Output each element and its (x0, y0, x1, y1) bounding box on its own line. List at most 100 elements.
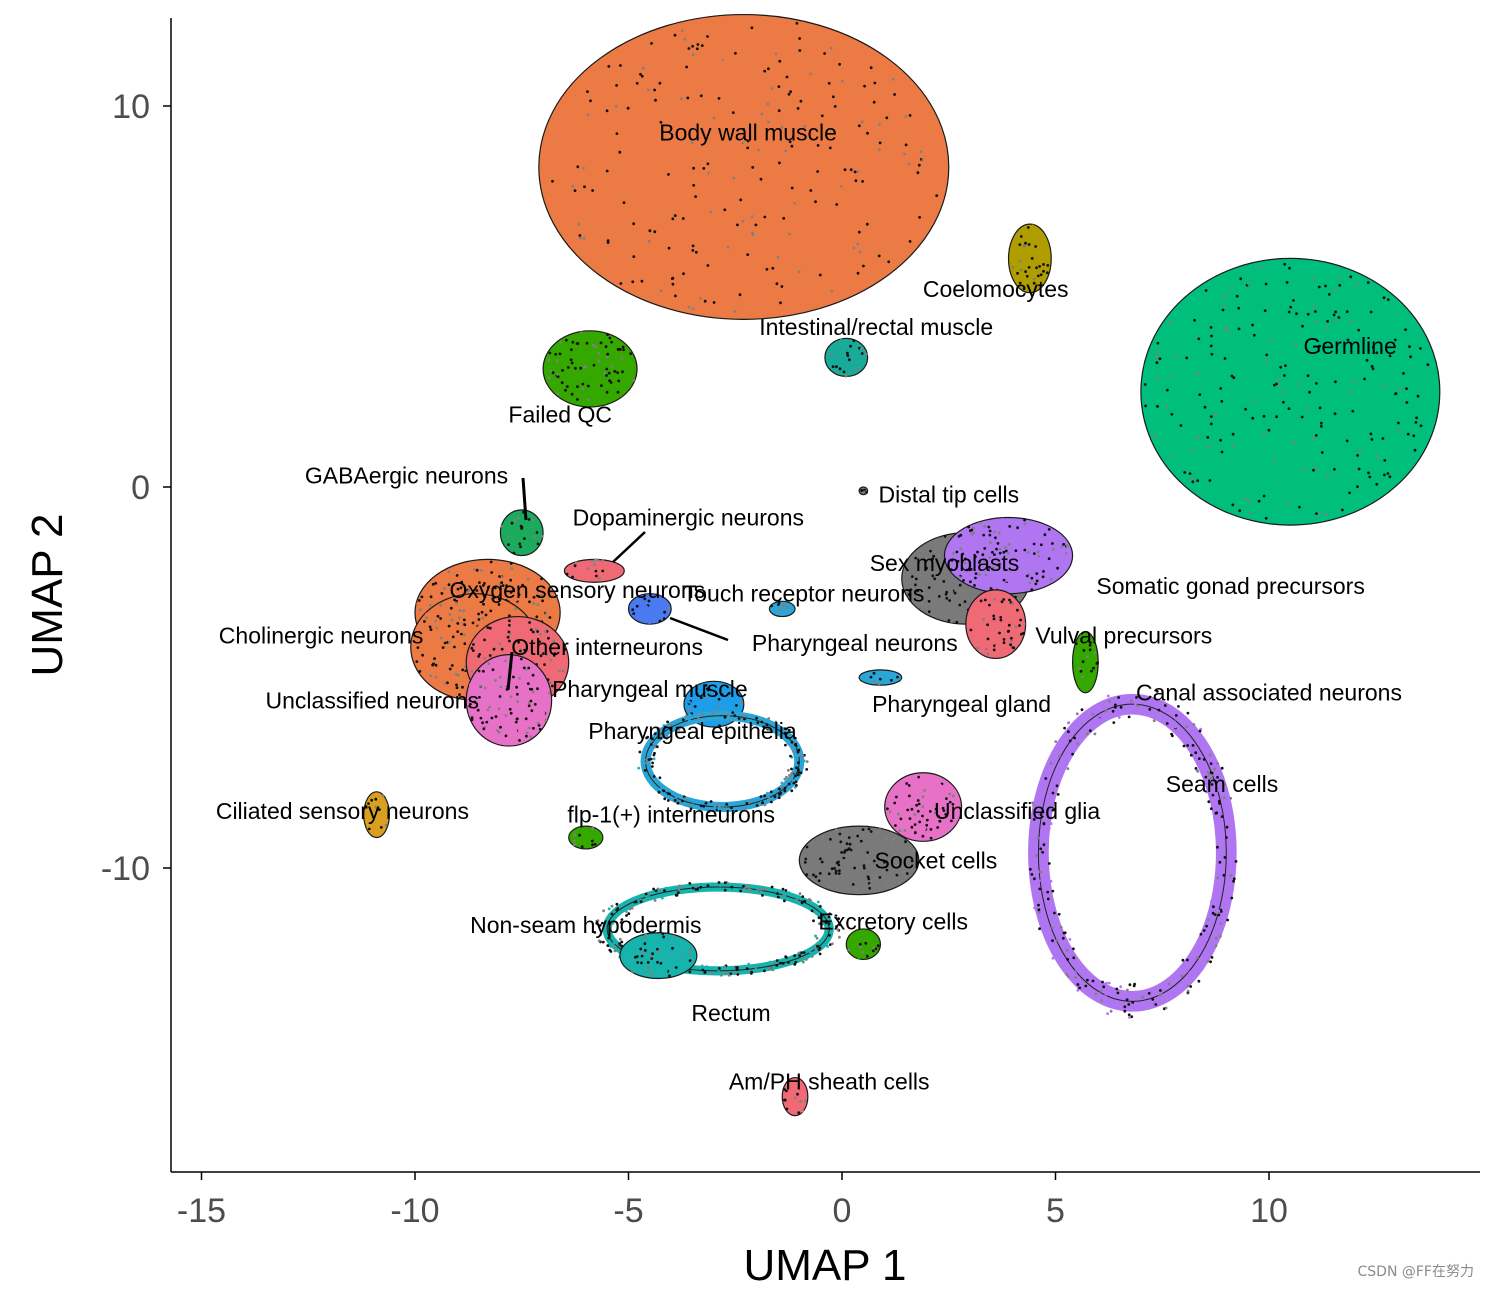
data-point (1368, 475, 1372, 479)
data-point (457, 599, 461, 603)
data-point (897, 881, 901, 885)
data-point (606, 333, 609, 336)
data-point (772, 961, 776, 965)
data-point (972, 531, 975, 535)
data-point (893, 93, 896, 96)
data-point (1049, 761, 1053, 765)
data-point (635, 81, 639, 85)
data-point (458, 597, 462, 601)
data-point (570, 392, 574, 396)
data-point (780, 125, 784, 129)
data-point (939, 784, 943, 787)
data-point (489, 609, 493, 613)
data-point (1079, 669, 1083, 673)
data-point (884, 881, 888, 884)
data-point (1216, 775, 1219, 779)
data-point (938, 550, 942, 554)
cluster-gabaergic-neurons (499, 509, 544, 557)
cluster-label-unclassified-glia: Unclassified glia (934, 798, 1100, 824)
data-point (816, 144, 820, 147)
data-point (616, 390, 620, 394)
data-point (718, 805, 721, 808)
data-point (452, 672, 455, 676)
data-point (1238, 509, 1242, 513)
cluster-label-socket-cells: Socket cells (875, 847, 998, 873)
data-point (1091, 712, 1095, 716)
data-point (862, 866, 866, 870)
data-point (1049, 822, 1053, 826)
data-point (1248, 471, 1252, 475)
data-point (1206, 770, 1210, 774)
data-point (1332, 313, 1336, 317)
data-point (860, 878, 863, 881)
data-point (637, 766, 641, 770)
label-leader-lines (506, 477, 729, 691)
data-point (1073, 736, 1076, 740)
data-point (821, 835, 825, 839)
data-point (838, 367, 842, 371)
data-point (692, 183, 696, 187)
data-point (639, 900, 643, 903)
cluster-label-pharyngeal-epithelia: Pharyngeal epithelia (588, 718, 797, 744)
data-point (1375, 351, 1379, 355)
data-point (1076, 742, 1080, 745)
data-point (1093, 651, 1097, 655)
data-point (783, 899, 786, 903)
data-point (582, 166, 585, 170)
data-point (516, 700, 519, 703)
data-point (907, 162, 911, 166)
data-point (1207, 444, 1211, 448)
data-point (793, 736, 797, 740)
data-point (662, 789, 665, 793)
data-point (1156, 341, 1160, 345)
data-point (955, 588, 959, 592)
data-point (574, 561, 578, 564)
data-point (592, 343, 595, 347)
data-point (1230, 896, 1234, 900)
y-tick-label: -10 (101, 850, 150, 888)
data-point (1337, 443, 1341, 447)
data-point (784, 606, 788, 610)
cluster-touch-receptor-neurons (627, 593, 672, 625)
data-point (1204, 775, 1208, 779)
data-point (528, 600, 531, 604)
data-point (1058, 754, 1061, 758)
data-point (1370, 365, 1374, 368)
data-point (838, 923, 842, 927)
data-point (1133, 702, 1137, 706)
data-point (977, 644, 981, 647)
data-point (1022, 244, 1026, 248)
data-point (1213, 767, 1216, 771)
data-point (1048, 910, 1051, 914)
data-point (925, 823, 929, 827)
data-point (1247, 282, 1251, 286)
data-point (1133, 982, 1136, 986)
data-point (1011, 265, 1015, 269)
data-point (1115, 987, 1119, 991)
data-point (903, 152, 906, 156)
data-point (1256, 511, 1260, 515)
data-point (789, 90, 792, 94)
data-point (1292, 299, 1295, 302)
data-point (491, 668, 495, 672)
data-point (1055, 938, 1059, 942)
data-point (1097, 707, 1101, 711)
data-point (914, 583, 917, 587)
data-point (1282, 352, 1286, 356)
data-point (986, 652, 990, 656)
data-point (963, 600, 967, 603)
data-point (1028, 581, 1032, 585)
data-point (1318, 344, 1322, 348)
data-point (774, 52, 778, 56)
data-point (509, 695, 513, 699)
data-point (699, 804, 703, 808)
data-point (517, 640, 520, 644)
data-point (969, 628, 973, 632)
data-point (1416, 394, 1420, 398)
data-point (504, 659, 507, 663)
data-point (698, 63, 701, 66)
data-point (994, 645, 998, 649)
data-point (1292, 474, 1296, 478)
data-point (1051, 808, 1055, 812)
data-point (530, 520, 533, 524)
